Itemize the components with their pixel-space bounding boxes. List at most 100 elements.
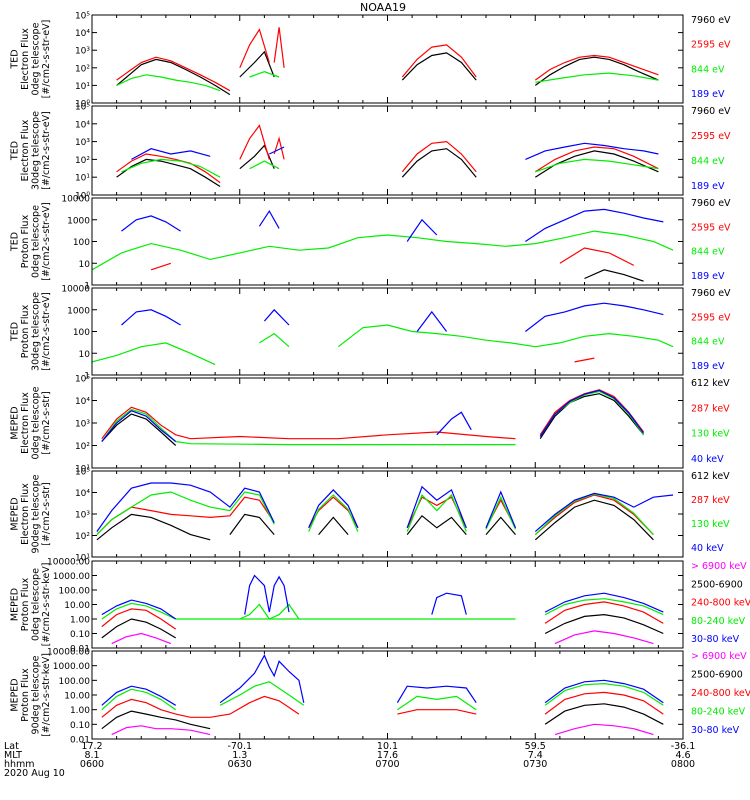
legend-entry: 7960 eV bbox=[691, 198, 731, 209]
ytick-label: 10⁴ bbox=[75, 489, 90, 499]
series-2595-ev-seg-0 bbox=[150, 262, 171, 271]
panel-5-series bbox=[101, 389, 645, 446]
series-287-kev-seg-0 bbox=[101, 406, 516, 440]
panel-5: 10¹ 10² 10³ 10⁴ 10⁵ MEPED Electron Flux 0deg te… bbox=[9, 375, 730, 475]
legend-entry: 844 eV bbox=[691, 156, 725, 167]
orbit-time-value: 0630 bbox=[228, 759, 252, 770]
ytick-label: 100.00 bbox=[59, 677, 91, 687]
panel-ylabel-line: [#/cm2-s-str-eV] bbox=[41, 202, 52, 281]
orbit-mlt-value: 4.6 bbox=[675, 750, 690, 761]
series-844-ev-seg-2 bbox=[535, 158, 659, 173]
legend-entry: 2595 eV bbox=[691, 312, 731, 323]
series-189-ev-seg-0 bbox=[121, 309, 181, 326]
series-189-ev-seg-1 bbox=[258, 209, 280, 229]
panel-ylabel-line: [#/cm2-s-str-eV] bbox=[41, 111, 52, 190]
panel-6-series bbox=[96, 482, 674, 541]
orbit-time-value: 0800 bbox=[671, 759, 695, 770]
ytick-label: 10⁵ bbox=[75, 375, 90, 385]
panel-2-series bbox=[116, 124, 659, 188]
panel-3-series bbox=[92, 208, 674, 282]
series-287-kev-seg-0 bbox=[96, 496, 275, 536]
ytick-label: 1000 bbox=[67, 216, 90, 226]
panel-ylabel-line: TED bbox=[9, 141, 20, 161]
panel-8-frame bbox=[91, 650, 684, 740]
legend-entry: 7960 eV bbox=[691, 288, 731, 299]
ytick-label: 0.01 bbox=[70, 645, 90, 655]
series-240-800-kev-seg-0 bbox=[101, 695, 300, 718]
series-240-800-kev-seg-1 bbox=[397, 709, 477, 715]
series-612-kev-seg-0 bbox=[96, 513, 211, 541]
ytick-label: 1.00 bbox=[70, 706, 90, 716]
ytick-label: 10⁵ bbox=[75, 12, 90, 22]
panel-ylabel-line: [#/cm2-s-str] bbox=[41, 391, 52, 454]
series-40-kev-seg-4 bbox=[534, 492, 674, 533]
panel-ylabel-line: 30deg telescope bbox=[30, 111, 41, 190]
legend-entry: 189 eV bbox=[691, 271, 725, 282]
series-2595-ev-seg-1 bbox=[239, 124, 270, 160]
panel-ylabel-line: Proton Flux bbox=[20, 577, 31, 631]
legend-entry: 40 keV bbox=[691, 543, 724, 554]
orbit-lat-value: 10.1 bbox=[377, 741, 398, 752]
legend-entry: 30-80 keV bbox=[691, 725, 740, 736]
legend-entry: 287 keV bbox=[691, 495, 730, 506]
series-2595-ev-seg-1 bbox=[559, 247, 635, 266]
legend-entry: 30-80 keV bbox=[691, 634, 740, 645]
legend-entry: 844 eV bbox=[691, 247, 725, 258]
series-844-ev-seg-2 bbox=[337, 324, 674, 348]
series-7960-ev-seg-1 bbox=[239, 50, 275, 78]
series-80-240-kev-seg-3 bbox=[544, 682, 664, 706]
orbit-time-value: 0600 bbox=[80, 759, 104, 770]
legend-entry: 130 keV bbox=[691, 519, 730, 530]
series-130-kev-seg-3 bbox=[485, 495, 517, 530]
ytick-label: 10¹ bbox=[75, 465, 90, 475]
ytick-label: 1.00 bbox=[70, 616, 90, 626]
series-240-800-kev-seg-1 bbox=[544, 601, 664, 624]
panel-ylabel-line: MEPED bbox=[9, 678, 20, 711]
panel-ylabel-line: TED bbox=[9, 322, 20, 342]
series-844-ev-seg-1 bbox=[249, 71, 280, 78]
ytick-label: 10⁴ bbox=[75, 120, 90, 130]
series-30-80-kev-seg-1 bbox=[244, 574, 290, 615]
legend-entry: 240-800 keV bbox=[691, 598, 750, 609]
orbit-mlt-value: 7.4 bbox=[528, 750, 543, 761]
ytick-label: 10² bbox=[75, 442, 90, 452]
legend-entry: 2595 eV bbox=[691, 131, 731, 142]
series-40-kev-seg-2 bbox=[539, 389, 645, 437]
series-30-80-kev-seg-0 bbox=[101, 599, 177, 620]
ytick-label: 100.00 bbox=[59, 587, 91, 597]
ytick-label: 10³ bbox=[75, 138, 90, 148]
legend-entry: 612 keV bbox=[691, 378, 730, 389]
series-189-ev-seg-0 bbox=[131, 148, 211, 160]
series-240-800-kev-seg-0 bbox=[101, 608, 177, 630]
legend-entry: 189 eV bbox=[691, 181, 725, 192]
panel-ylabel-line: Electron Flux bbox=[20, 28, 31, 90]
legend-entry: 7960 eV bbox=[691, 106, 731, 117]
series-612-kev-seg-1 bbox=[539, 393, 645, 440]
ytick-label: 0.01 bbox=[70, 736, 90, 746]
legend-entry: 287 keV bbox=[691, 403, 730, 414]
panel-ylabel-line: 0deg telescope bbox=[30, 205, 41, 278]
series-40-kev-seg-0 bbox=[101, 410, 177, 442]
series-30-80-kev-seg-2 bbox=[431, 592, 467, 615]
series-7960-ev-seg-3 bbox=[534, 150, 659, 178]
series-612-kev-seg-1 bbox=[229, 513, 275, 535]
series-189-ev-seg-3 bbox=[525, 302, 664, 332]
series-7960-ev-seg-2 bbox=[401, 148, 477, 178]
panel-ylabel-line: TED bbox=[9, 232, 20, 252]
series-2595-ev-seg-0 bbox=[116, 56, 231, 92]
series-7960-ev-seg-0 bbox=[116, 158, 221, 188]
series-40-kev-seg-1 bbox=[436, 411, 472, 436]
panel-ylabel-line: Proton Flux bbox=[20, 214, 31, 268]
series-240-800-kev-seg-2 bbox=[544, 691, 664, 715]
panel-ylabel-line: 90deg telescope bbox=[30, 474, 41, 553]
ytick-label: 0.10 bbox=[70, 721, 90, 731]
panel-3-frame bbox=[91, 197, 684, 286]
orbit-time-value: 0700 bbox=[375, 759, 399, 770]
panel-ylabel-line: [#/cm2-s-str] bbox=[41, 482, 52, 545]
series-612-kev-seg-5 bbox=[534, 499, 654, 541]
series-130-kev-seg-2 bbox=[406, 493, 467, 532]
panel-ylabel-line: Electron Flux bbox=[20, 392, 31, 454]
series-612-kev-seg-3 bbox=[406, 514, 467, 535]
series-30-80-kev-seg-0 bbox=[101, 685, 177, 706]
